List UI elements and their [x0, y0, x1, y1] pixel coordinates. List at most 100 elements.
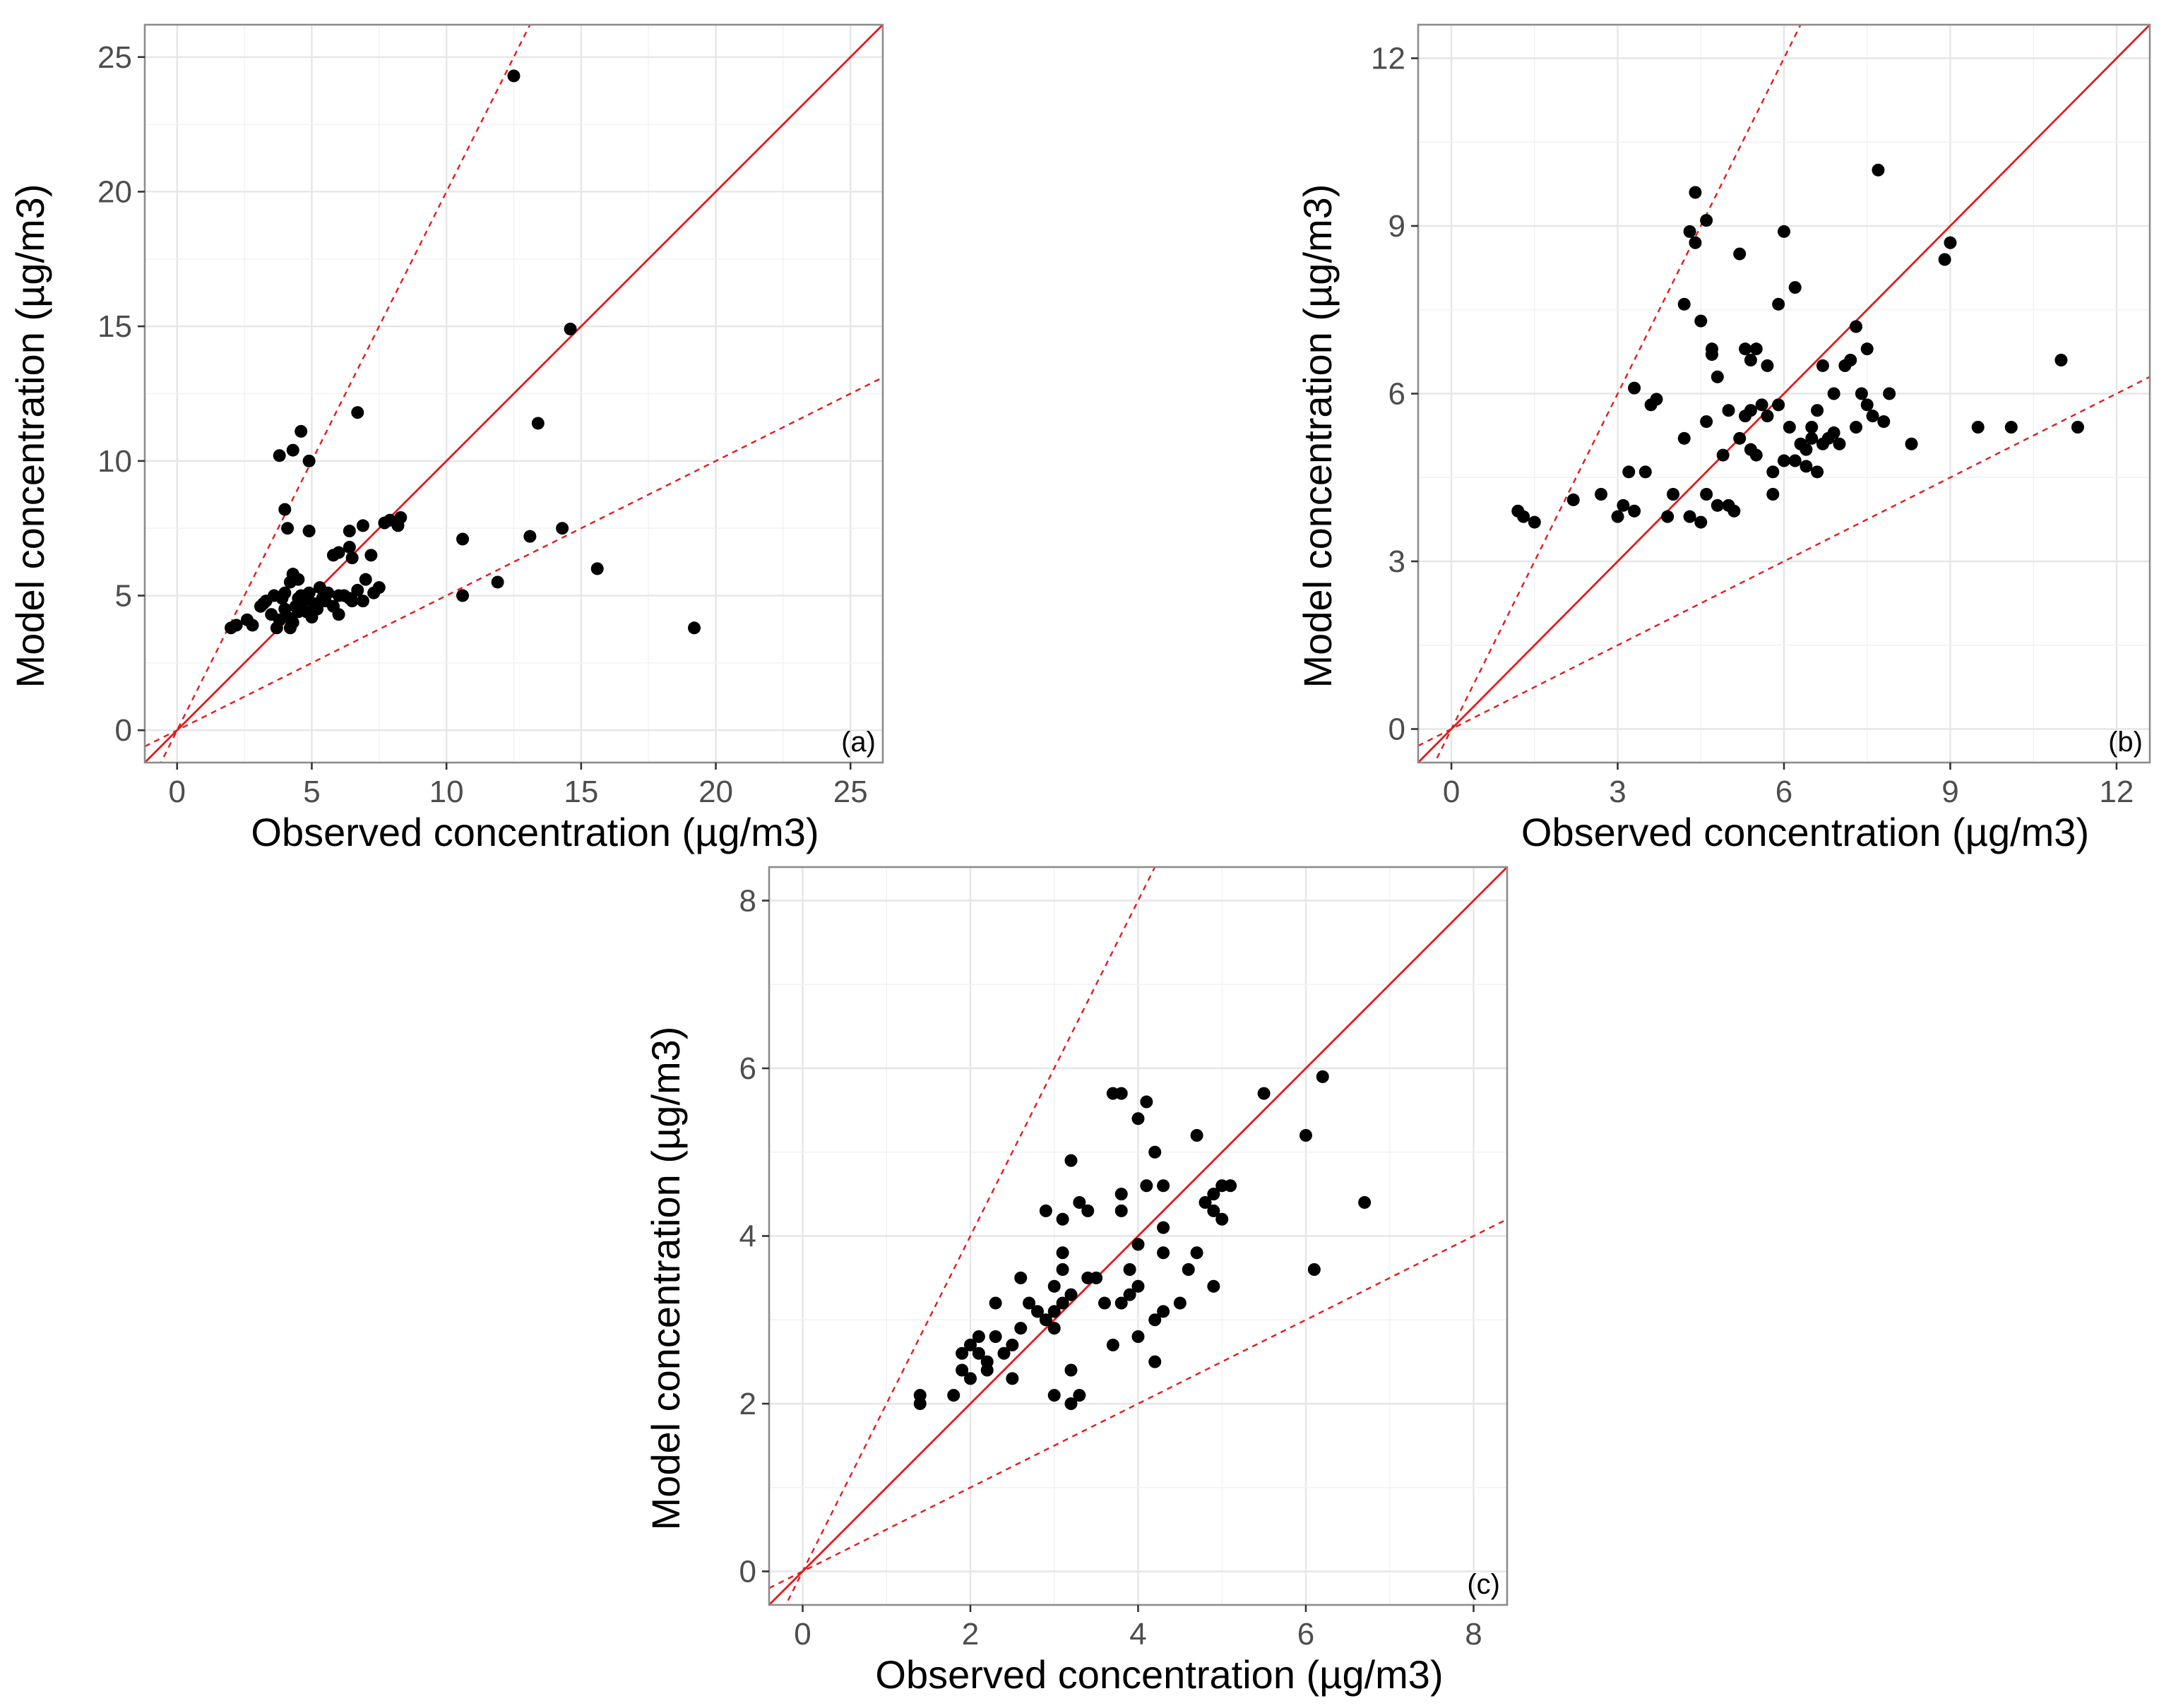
y-tick-label: 6: [739, 1051, 756, 1086]
data-point: [1749, 342, 1763, 356]
data-point: [1816, 359, 1829, 372]
y-axis-title: Model concentration (µg/m3): [1295, 184, 1340, 688]
data-point: [273, 449, 286, 462]
data-point: [1073, 1389, 1086, 1402]
data-point: [1772, 297, 1785, 311]
data-point: [1090, 1271, 1103, 1284]
data-point: [1944, 236, 1957, 249]
data-point: [1766, 465, 1780, 479]
data-point: [1778, 225, 1790, 238]
x-tick-label: 15: [564, 775, 598, 809]
panel-a: 0 5 10 15 20 25 0 5 10 15 20 25 Observed concentrat…: [8, 23, 884, 854]
data-point: [1358, 1196, 1372, 1209]
y-tick-label: 20: [97, 174, 132, 209]
x-tick-label: 5: [303, 775, 320, 809]
data-point: [491, 575, 504, 589]
data-point: [278, 503, 292, 516]
data-point: [1148, 1145, 1162, 1159]
plot-frame: [143, 23, 884, 764]
data-point: [1114, 1087, 1128, 1100]
data-point: [1755, 398, 1768, 412]
data-point: [359, 573, 372, 586]
data-point: [1711, 498, 1724, 512]
data-point: [1517, 510, 1530, 523]
x-tick-label: 12: [2099, 775, 2134, 809]
data-point: [1749, 448, 1763, 462]
data-point: [2004, 421, 2018, 434]
panel-c: 0 2 4 6 8 0 2 4 6 8 Observed concentration (µg/m3…: [643, 866, 1509, 1697]
y-tick-label: 10: [97, 444, 132, 479]
data-point: [1140, 1179, 1153, 1193]
x-axis-title: Observed concentration (µg/m3): [1521, 810, 2089, 854]
data-point: [1617, 498, 1630, 512]
data-point: [1667, 488, 1680, 501]
data-point: [394, 510, 408, 524]
data-point: [1056, 1296, 1069, 1310]
data-point: [1047, 1389, 1061, 1402]
data-point: [1182, 1263, 1195, 1276]
data-point: [1744, 354, 1757, 366]
factor-of-two-line: [1418, 376, 2150, 747]
data-point: [1190, 1246, 1203, 1260]
data-point: [556, 522, 569, 535]
data-point: [1064, 1288, 1078, 1301]
data-point: [1131, 1330, 1145, 1343]
data-point: [345, 595, 359, 608]
data-point: [1761, 359, 1774, 372]
data-point: [1299, 1129, 1312, 1142]
data-point: [1064, 1397, 1078, 1410]
data-point: [1047, 1305, 1061, 1318]
data-point: [356, 595, 369, 608]
data-point: [1905, 437, 1918, 450]
data-point: [1811, 404, 1824, 417]
data-point: [1039, 1204, 1052, 1217]
one-to-one-line: [145, 25, 883, 763]
y-tick-label: 25: [97, 40, 132, 75]
data-point: [1073, 1196, 1086, 1209]
data-point: [1877, 415, 1891, 429]
data-point: [688, 621, 701, 635]
y-tick-label: 2: [739, 1387, 756, 1421]
data-point: [1860, 398, 1874, 412]
data-point: [1833, 437, 1846, 450]
data-point: [1023, 1296, 1036, 1310]
data-point: [1783, 421, 1796, 434]
data-point: [590, 562, 604, 575]
data-point: [1705, 348, 1718, 362]
data-point: [1766, 488, 1780, 501]
data-point: [531, 417, 545, 430]
data-point: [1056, 1263, 1069, 1276]
data-point: [1157, 1179, 1170, 1193]
data-point: [1971, 421, 1985, 434]
x-axis-title: Observed concentration (µg/m3): [875, 1652, 1443, 1697]
y-axis-title: Model concentration (µg/m3): [8, 184, 52, 688]
data-point: [1727, 504, 1741, 518]
one-to-one-line: [769, 867, 1507, 1605]
data-point: [947, 1389, 960, 1402]
x-tick-label: 20: [698, 775, 733, 809]
data-point: [302, 586, 316, 599]
data-point: [1650, 393, 1663, 406]
data-point: [1811, 465, 1824, 479]
data-point: [1056, 1246, 1069, 1260]
data-point: [1207, 1188, 1220, 1201]
x-tick-label: 6: [1297, 1617, 1314, 1652]
data-point: [343, 525, 356, 538]
y-tick-label: 4: [739, 1219, 756, 1254]
data-point: [1106, 1338, 1119, 1351]
data-point: [292, 573, 305, 586]
y-tick-label: 0: [115, 713, 132, 748]
data-point: [1677, 431, 1691, 445]
panel-label: (a): [841, 727, 876, 758]
data-point: [1700, 488, 1713, 501]
data-point: [1307, 1263, 1321, 1276]
data-point: [972, 1346, 985, 1360]
data-point: [313, 581, 326, 595]
data-point: [1006, 1372, 1019, 1385]
x-tick-label: 0: [169, 775, 186, 809]
data-point: [1157, 1221, 1170, 1234]
data-point: [507, 69, 521, 83]
panel-label: (b): [2108, 727, 2143, 758]
data-point: [1014, 1271, 1028, 1284]
